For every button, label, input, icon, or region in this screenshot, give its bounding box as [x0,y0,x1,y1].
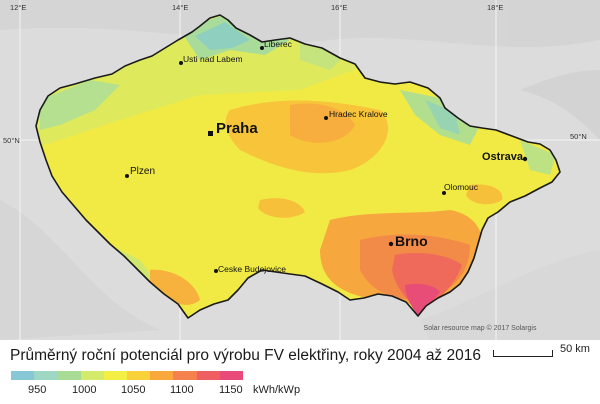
legend-swatch-3 [80,371,104,380]
city-olomouc: Olomouc [442,182,479,195]
color-legend [11,371,244,380]
legend-swatch-0 [11,371,35,380]
map-credit: Solar resource map © 2017 Solargis [424,324,537,332]
city-liberec: Liberec [260,39,293,50]
legend-ticks: 950 1000 1050 1100 1150 [0,384,600,400]
city-ostrava: Ostrava [482,151,528,163]
solar-potential-map: 12°E 14°E 16°E 18°E 50°N 50°N Praha Brno… [0,0,600,340]
legend-swatch-5 [127,371,151,380]
legend-swatch-6 [150,371,174,380]
scale-bar [493,350,553,357]
city-hradec-kralove: Hradec Kralove [324,109,388,120]
map-caption: Průměrný roční potenciál pro výrobu FV e… [10,347,481,364]
lat-label-left: 50°N [3,136,20,145]
city-label-liberec: Liberec [264,39,293,49]
city-label-usti: Usti nad Labem [183,54,243,64]
legend-swatch-9 [219,371,244,380]
legend-swatch-2 [57,371,81,380]
lon-label-16: 16°E [331,3,347,12]
lon-label-18: 18°E [487,3,503,12]
city-label-ostrava: Ostrava [482,151,524,163]
city-praha: Praha [208,120,258,137]
city-plzen: Plzen [125,166,155,178]
lat-label-right: 50°N [570,132,587,141]
city-usti-nad-labem: Usti nad Labem [179,54,243,65]
legend-unit: kWh/kWp [253,384,301,396]
legend-swatch-1 [34,371,58,380]
legend-swatch-8 [196,371,220,380]
city-label-praha: Praha [216,120,258,137]
terrain-shading [0,0,600,340]
legend-swatch-4 [103,371,128,380]
city-ceske-budejovice: Ceske Budejovice [214,264,286,274]
scale-label: 50 km [560,343,590,355]
city-label-brno: Brno [395,233,428,249]
country-border [35,14,561,319]
city-label-plzen: Plzen [130,166,155,177]
city-label-olomouc: Olomouc [444,182,479,192]
legend-tick-1000: 1000 [72,384,97,396]
lon-label-12: 12°E [10,3,26,12]
legend-tick-950: 950 [28,384,47,396]
city-label-ceske: Ceske Budejovice [218,264,286,274]
city-label-hradec: Hradec Kralove [329,109,388,119]
legend-swatch-7 [173,371,197,380]
legend-tick-1050: 1050 [121,384,146,396]
city-brno: Brno [388,233,428,249]
lon-label-14: 14°E [172,3,188,12]
legend-tick-1150: 1150 [219,384,243,396]
legend-tick-1100: 1100 [170,384,194,396]
